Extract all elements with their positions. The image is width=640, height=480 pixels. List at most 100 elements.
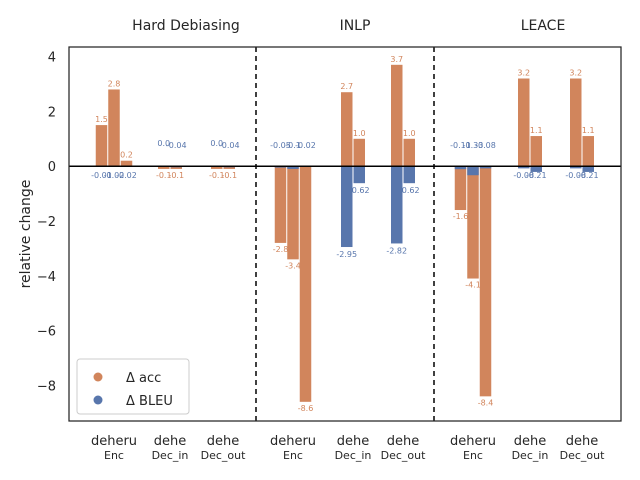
ytick-label: 4: [48, 51, 56, 66]
xtick-position-label: Dec_out: [201, 449, 246, 462]
acc-value-label: 2.7: [340, 82, 353, 91]
bleu-value-label: -0.02: [104, 171, 125, 180]
xtick-position-label: Enc: [283, 449, 303, 462]
bleu-value-label: -2.82: [386, 246, 407, 255]
xtick-langs-label: deheru: [91, 434, 137, 449]
acc-value-label: 1.1: [582, 126, 595, 135]
bleu-value-label: -0.1: [285, 141, 301, 150]
bleu-bar: [518, 166, 530, 169]
acc-value-label: -0.1: [156, 171, 172, 180]
acc-bar: [108, 89, 120, 167]
bleu-bar: [353, 166, 365, 184]
bleu-value-label: -0.05: [270, 141, 291, 150]
bleu-value-label: -0.62: [349, 186, 370, 195]
acc-bar: [353, 138, 365, 167]
acc-value-label: 1.0: [403, 129, 416, 138]
acc-legend-marker: [93, 372, 103, 382]
bleu-value-label: -0.21: [526, 171, 547, 180]
acc-value-label: 1.5: [95, 115, 108, 124]
ytick-label: −8: [37, 379, 56, 394]
acc-bar: [391, 64, 403, 167]
acc-bar: [211, 166, 223, 169]
acc-bar: [299, 166, 312, 402]
acc-bar: [467, 166, 479, 279]
legend: Δ acc Δ BLEU: [76, 358, 190, 415]
group-title: INLP: [340, 18, 371, 34]
acc-bar: [170, 166, 182, 169]
acc-bar: [223, 166, 235, 169]
plot-frame: [68, 46, 622, 422]
ytick-label: 0: [48, 160, 56, 175]
bleu-bar: [287, 166, 299, 169]
xtick-position-label: Dec_out: [381, 449, 426, 462]
acc-bar: [530, 136, 542, 167]
bleu-bar: [403, 166, 415, 184]
acc-value-label: -0.1: [221, 171, 237, 180]
xtick-position-label: Dec_in: [152, 449, 189, 462]
xtick-position-label: Dec_out: [560, 449, 605, 462]
xtick-langs-label: deheru: [270, 434, 316, 449]
bleu-value-label: -0.04: [219, 141, 240, 150]
acc-value-label: -8.4: [478, 398, 494, 407]
axes-layer: Hard DebiasingdeheruEncdeheDec_indeheDec…: [18, 18, 622, 462]
bleu-bar: [530, 166, 542, 172]
xtick-langs-label: dehe: [514, 434, 547, 449]
xtick-langs-label: dehe: [207, 434, 240, 449]
acc-value-label: -0.1: [168, 171, 184, 180]
ytick-label: 2: [48, 105, 56, 120]
legend-box: [76, 358, 190, 415]
y-axis-label: relative change: [18, 180, 34, 289]
bleu-bar: [454, 166, 467, 170]
acc-bar: [287, 166, 299, 260]
xtick-langs-label: dehe: [337, 434, 370, 449]
acc-value-label: 0.2: [120, 151, 133, 160]
acc-bar: [95, 125, 108, 167]
acc-value-label: -3.4: [285, 261, 301, 270]
acc-value-label: -4.1: [465, 281, 481, 290]
acc-bar: [274, 166, 287, 243]
acc-value-label: -8.6: [298, 404, 314, 413]
bleu-value-label: -0.08: [565, 171, 586, 180]
bleu-value-label: -0.04: [166, 141, 187, 150]
data-labels-layer: 1.5-0.012.8-0.020.2-0.02 -0.10.0-0.1-0.04…: [91, 55, 598, 413]
xtick-position-label: Dec_in: [512, 449, 549, 462]
xtick-langs-label: deheru: [450, 434, 496, 449]
acc-bar: [120, 160, 133, 167]
bleu-value-label: -0.33: [463, 141, 484, 150]
bleu-value-label: -0.01: [91, 171, 112, 180]
xtick-langs-label: dehe: [387, 434, 420, 449]
xtick-position-label: Dec_in: [335, 449, 372, 462]
bleu-bar: [479, 166, 492, 169]
acc-bar: [582, 136, 594, 167]
group-title: Hard Debiasing: [132, 18, 240, 34]
acc-value-label: -1.6: [453, 212, 469, 221]
acc-bar: [403, 138, 415, 167]
acc-legend-label: Δ acc: [126, 371, 161, 386]
bleu-value-label: -0.62: [399, 186, 420, 195]
acc-bar: [158, 166, 170, 169]
group-title: LEACE: [521, 18, 566, 34]
acc-bar: [518, 78, 530, 167]
acc-value-label: 3.7: [390, 55, 403, 64]
bleu-value-label: -0.08: [475, 141, 496, 150]
acc-value-label: 3.2: [569, 69, 582, 78]
bleu-bar: [341, 166, 353, 248]
xtick-position-label: Enc: [463, 449, 483, 462]
ytick-label: −6: [37, 325, 56, 340]
acc-value-label: 2.8: [108, 79, 121, 88]
xtick-langs-label: dehe: [154, 434, 187, 449]
bleu-value-label: -0.21: [578, 171, 599, 180]
bleu-bar: [582, 166, 594, 172]
acc-value-label: 1.1: [530, 126, 543, 135]
acc-value-label: 3.2: [517, 69, 530, 78]
acc-bar: [454, 166, 467, 211]
bleu-legend-marker: [93, 395, 103, 405]
bleu-bar: [570, 166, 582, 169]
bleu-value-label: 0.0: [157, 139, 170, 148]
bleu-value-label: 0.0: [210, 139, 223, 148]
acc-value-label: -2.8: [273, 245, 289, 254]
bleu-value-label: -0.11: [450, 141, 471, 150]
bleu-value-label: -0.02: [116, 171, 137, 180]
bleu-value-label: -0.02: [295, 141, 316, 150]
acc-bar: [341, 92, 353, 167]
